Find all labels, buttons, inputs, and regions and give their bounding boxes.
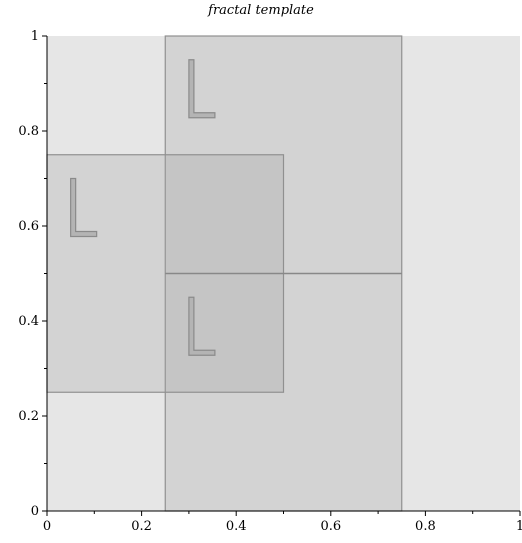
x-tick-label: 1 bbox=[516, 519, 522, 534]
y-tick-label: 0.2 bbox=[18, 409, 39, 424]
x-tick-label: 0.4 bbox=[226, 519, 247, 534]
y-tick-label: 1 bbox=[31, 29, 39, 44]
x-tick-label: 0.6 bbox=[320, 519, 341, 534]
y-tick-label: 0.4 bbox=[18, 314, 39, 329]
y-tick-label: 0.6 bbox=[18, 219, 39, 234]
l-glyphs-layer bbox=[70, 59, 216, 356]
y-tick-label: 0.8 bbox=[18, 124, 39, 139]
x-tick-label: 0 bbox=[43, 519, 51, 534]
x-tick-label: 0.2 bbox=[131, 519, 152, 534]
l-glyph-center bbox=[188, 296, 216, 356]
y-tick-label: 0 bbox=[31, 504, 39, 519]
chart-title: fractal template bbox=[208, 3, 314, 18]
x-tick-label: 0.8 bbox=[415, 519, 436, 534]
l-glyph-left bbox=[70, 177, 98, 238]
axes-layer: 0 0.2 0.4 0.6 0.8 1 0 0.2 0.4 0.6 0.8 1 bbox=[18, 29, 522, 534]
l-glyph-top bbox=[188, 59, 216, 119]
